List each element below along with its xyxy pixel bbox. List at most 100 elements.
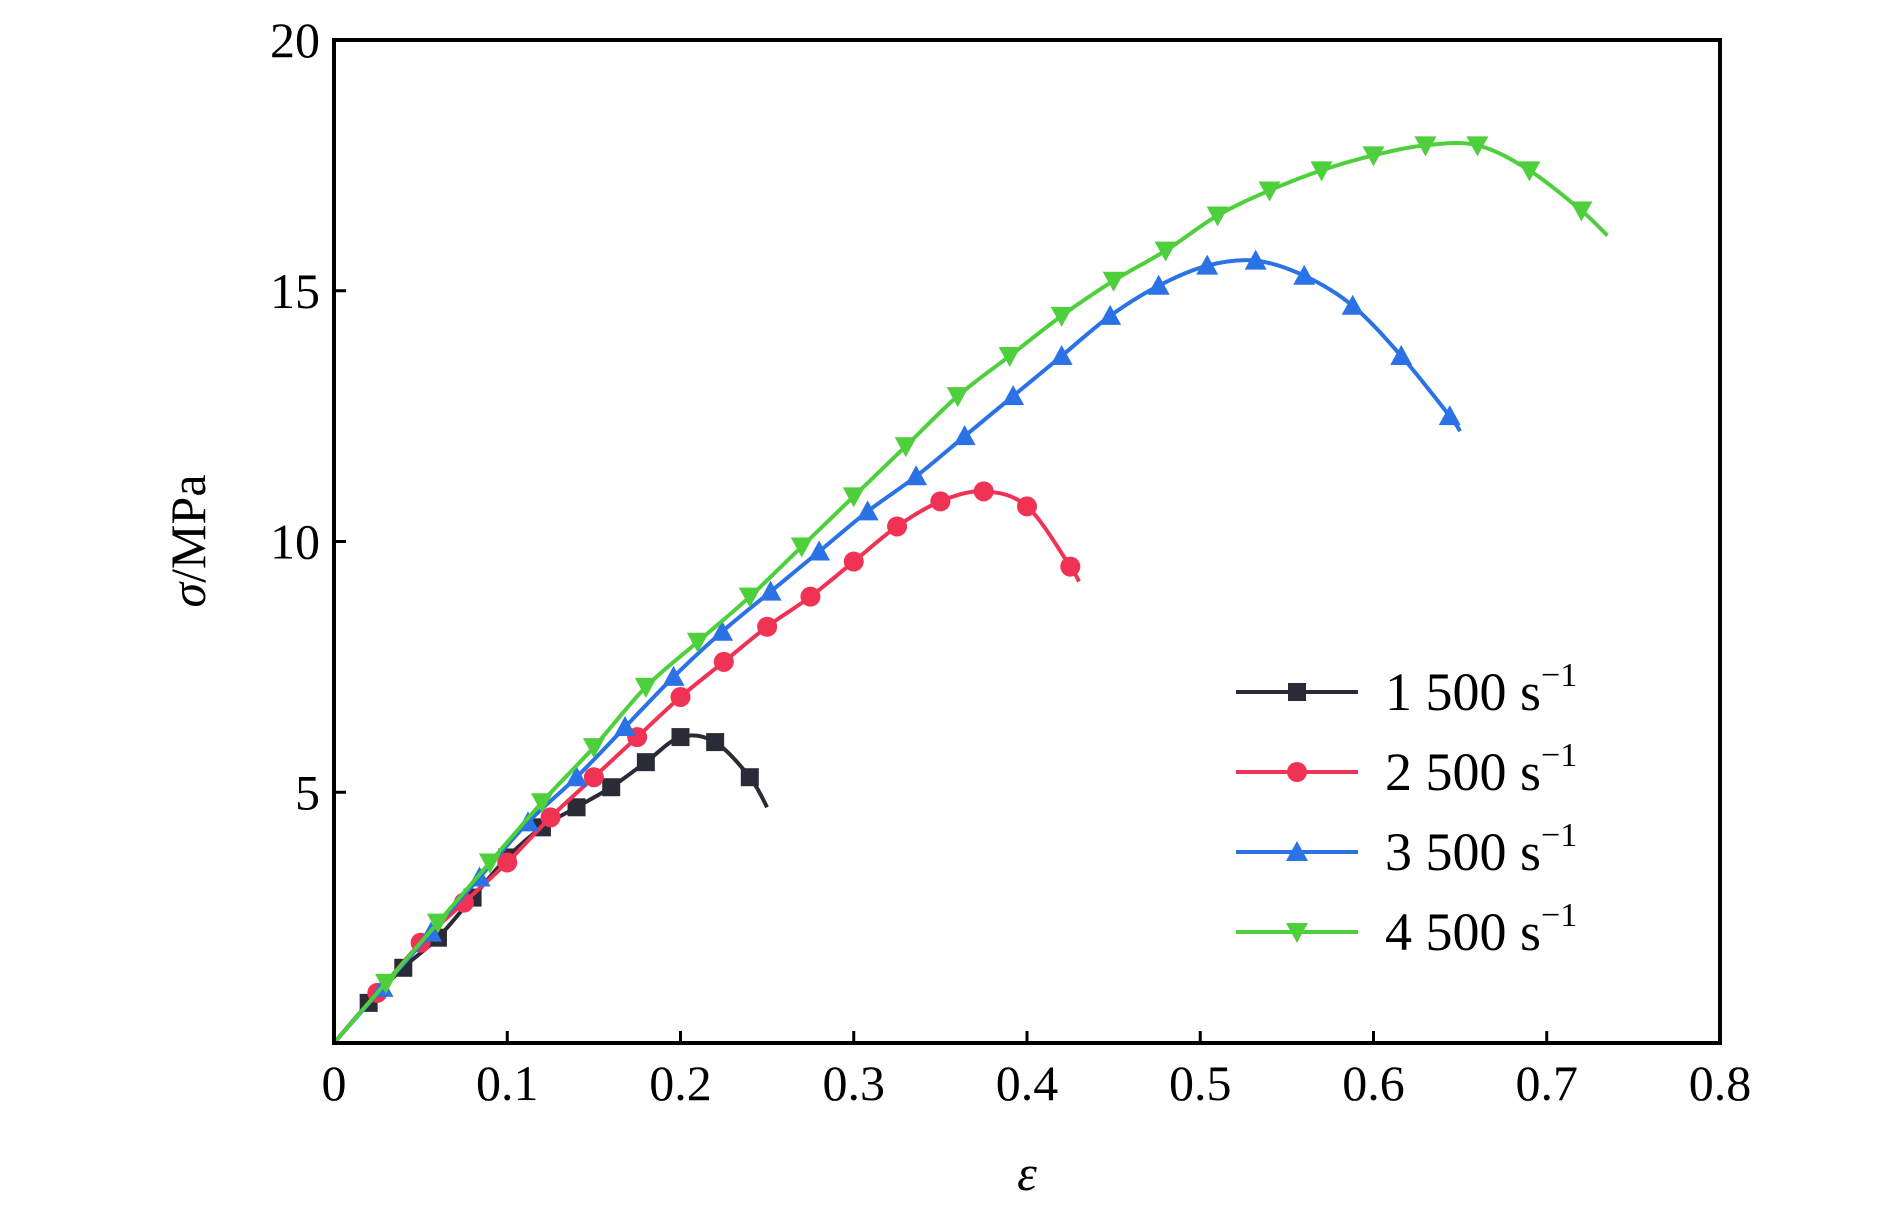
- series-line: [332, 733, 769, 1045]
- data-point: [1050, 306, 1073, 327]
- x-tick-label: 0.4: [996, 1055, 1059, 1111]
- data-point: [478, 853, 501, 874]
- data-point: [662, 665, 685, 686]
- y-tick-label: 15: [270, 263, 320, 319]
- series-layer: [332, 136, 1609, 1045]
- legend-label: 4 500 s−1: [1385, 897, 1577, 962]
- data-point: [1570, 201, 1593, 222]
- series-3: [332, 249, 1462, 1045]
- legend-label: 1 500 s−1: [1385, 657, 1577, 722]
- data-point: [946, 387, 969, 408]
- series-2: [332, 481, 1081, 1045]
- series-4: [332, 136, 1609, 1045]
- y-axis-label: σ/MPa: [160, 474, 216, 607]
- data-point: [670, 686, 691, 707]
- y-axis-label-unit: /MPa: [160, 474, 216, 582]
- data-point: [842, 487, 865, 508]
- x-tick-label: 0.5: [1169, 1055, 1232, 1111]
- data-point: [565, 766, 588, 787]
- data-point: [1466, 136, 1489, 157]
- data-point: [1341, 294, 1364, 315]
- data-point: [905, 465, 928, 486]
- legend-item: 2 500 s−1: [1236, 737, 1577, 802]
- data-point: [1414, 136, 1437, 157]
- data-point: [426, 913, 449, 934]
- data-point: [1293, 264, 1316, 285]
- data-point: [1244, 249, 1267, 270]
- data-point: [602, 778, 621, 797]
- data-point: [759, 580, 782, 601]
- y-tick-label: 10: [270, 514, 320, 570]
- x-tick-label: 0.6: [1342, 1055, 1405, 1111]
- data-point: [567, 798, 586, 817]
- y-axis-label-symbol: σ: [160, 581, 216, 608]
- data-point: [740, 768, 759, 787]
- legend: 1 500 s−1 2 500 s−1 3 500 s−1 4 500 s−1: [1236, 657, 1577, 962]
- data-point: [530, 793, 553, 814]
- data-point: [614, 716, 637, 737]
- legend-swatch-marker: [1286, 841, 1308, 861]
- legend-swatch-marker: [1287, 762, 1307, 782]
- data-point: [636, 753, 655, 772]
- x-tick-label: 0: [322, 1055, 347, 1111]
- data-point: [540, 807, 561, 828]
- legend-item: 3 500 s−1: [1236, 817, 1577, 882]
- data-point: [1258, 181, 1281, 202]
- data-point: [790, 537, 813, 558]
- data-point: [800, 586, 821, 607]
- data-point: [711, 620, 734, 641]
- data-point: [973, 481, 994, 502]
- data-point: [686, 632, 709, 653]
- data-point: [1518, 161, 1541, 182]
- data-point: [1147, 274, 1170, 295]
- data-point: [1196, 254, 1219, 275]
- data-point: [757, 616, 778, 637]
- data-point: [1102, 271, 1125, 292]
- data-point: [713, 651, 734, 672]
- data-point: [1390, 344, 1413, 365]
- data-point: [998, 346, 1021, 367]
- data-point: [671, 728, 690, 747]
- data-point: [1002, 385, 1025, 406]
- data-point: [1362, 146, 1385, 167]
- data-point: [887, 516, 908, 537]
- data-point: [1017, 496, 1037, 517]
- legend-item: 1 500 s−1: [1236, 657, 1577, 722]
- data-point: [706, 733, 725, 752]
- y-tick-label: 5: [295, 764, 320, 820]
- data-point: [808, 540, 831, 561]
- legend-label: 2 500 s−1: [1385, 737, 1577, 802]
- x-tick-label: 0.2: [649, 1055, 712, 1111]
- data-point: [1099, 304, 1122, 325]
- data-point: [930, 491, 951, 512]
- data-point: [1438, 405, 1461, 426]
- x-tick-label: 0.3: [823, 1055, 886, 1111]
- data-point: [953, 425, 976, 446]
- series-1: [332, 728, 769, 1045]
- data-point: [894, 437, 917, 458]
- x-axis-label: ε: [1017, 1145, 1037, 1201]
- data-point: [1310, 161, 1333, 182]
- x-tick-label: 0.8: [1689, 1055, 1752, 1111]
- ticks-layer: 0 0.1 0.2 0.3 0.4 0.5 0.6 0.7 0.8 5 10 15 20: [270, 12, 1751, 1111]
- legend-swatch-marker: [1288, 683, 1306, 701]
- data-point: [583, 767, 604, 788]
- x-tick-label: 0.7: [1516, 1055, 1579, 1111]
- data-point: [1060, 556, 1081, 577]
- data-point: [634, 677, 657, 698]
- data-point: [1154, 241, 1177, 262]
- legend-label: 3 500 s−1: [1385, 817, 1577, 882]
- y-tick-label: 20: [270, 12, 320, 68]
- legend-item: 4 500 s−1: [1236, 897, 1577, 962]
- data-point: [582, 738, 605, 759]
- data-point: [497, 852, 518, 873]
- data-point: [374, 973, 397, 994]
- plot-frame: [332, 38, 1722, 1045]
- data-point: [1050, 344, 1073, 365]
- data-point: [1206, 206, 1229, 227]
- data-point: [843, 551, 864, 572]
- data-point: [738, 587, 761, 608]
- x-tick-label: 0.1: [476, 1055, 539, 1111]
- legend-swatch-marker: [1286, 923, 1308, 943]
